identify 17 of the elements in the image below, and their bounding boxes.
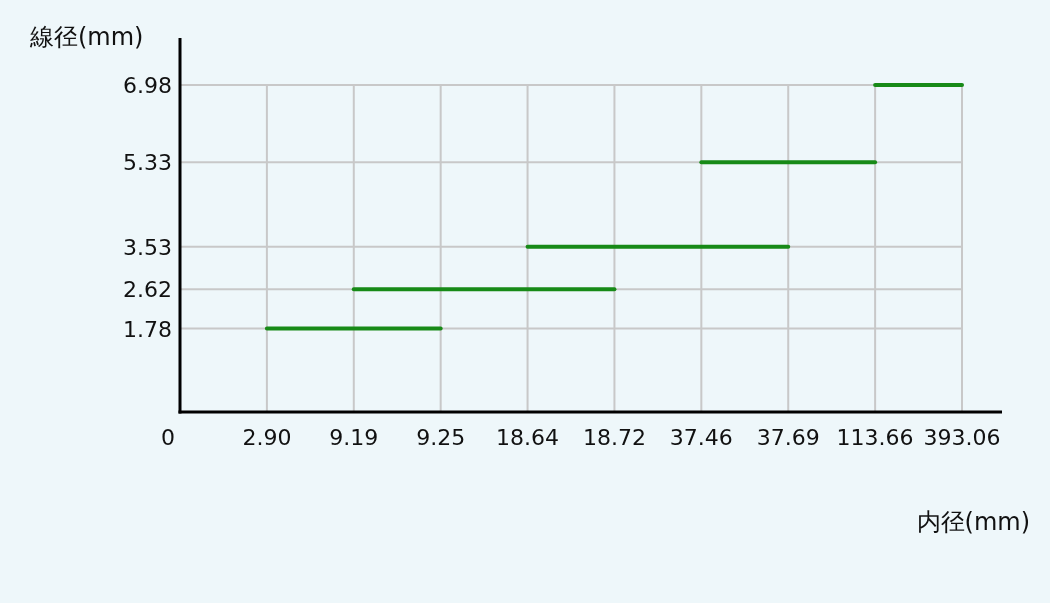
x-tick-label: 0 — [161, 425, 175, 450]
x-tick-label: 393.06 — [923, 425, 1001, 450]
x-axis-title: 内径(mm) — [916, 508, 1030, 536]
x-tick-label: 2.90 — [242, 425, 292, 450]
y-tick-label: 3.53 — [123, 234, 172, 260]
x-tick-label: 9.25 — [416, 425, 466, 450]
x-tick-label: 113.66 — [836, 425, 914, 450]
y-tick-label: 2.62 — [123, 277, 172, 303]
y-tick-label: 6.98 — [123, 73, 172, 98]
x-tick-label: 37.69 — [756, 425, 820, 450]
y-tick-label: 1.78 — [123, 316, 172, 342]
y-axis-title: 線径(mm) — [29, 23, 144, 51]
x-tick-label: 18.64 — [496, 425, 560, 450]
y-tick-label: 5.33 — [123, 150, 172, 176]
x-tick-label: 37.46 — [669, 425, 733, 450]
x-tick-label: 18.72 — [582, 425, 646, 450]
x-tick-label: 9.19 — [329, 425, 379, 450]
